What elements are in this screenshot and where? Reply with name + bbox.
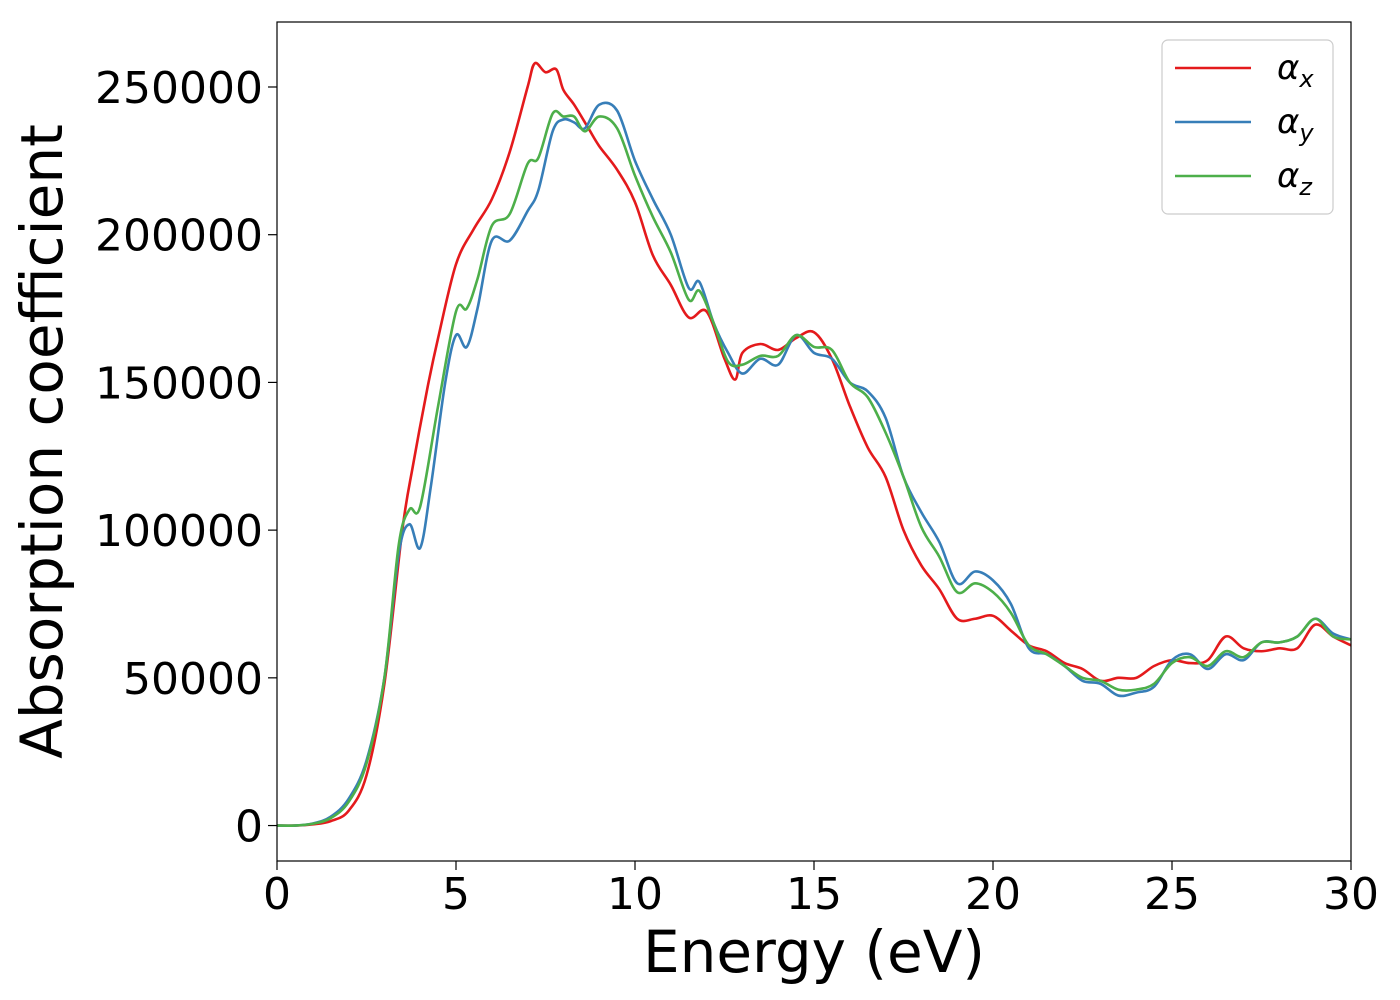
x-tick-label: 10: [607, 869, 663, 920]
y-axis-ticks: 0 50000 100000 150000 200000 250000: [95, 63, 277, 853]
legend-box: [1161, 39, 1334, 215]
y-tick-label: 200000: [95, 211, 263, 262]
x-tick-label: 5: [442, 869, 470, 920]
x-axis-ticks: 0 5 10 15 20 25 30: [263, 861, 1379, 920]
y-axis-label: Absorption coefficient: [8, 124, 76, 759]
x-axis-label: Energy (eV): [643, 918, 985, 986]
series-layer: [277, 61, 1351, 827]
y-tick-label: 150000: [95, 358, 263, 409]
x-tick-label: 25: [1144, 869, 1200, 920]
y-tick-label: 50000: [123, 654, 263, 705]
x-tick-label: 30: [1323, 869, 1379, 920]
y-tick-label: 250000: [95, 63, 263, 114]
series-line-z: [277, 109, 1351, 827]
y-tick-label: 100000: [95, 506, 263, 557]
x-tick-label: 20: [965, 869, 1021, 920]
x-tick-label: 0: [263, 869, 291, 920]
y-tick-label: 0: [235, 802, 263, 853]
x-tick-label: 15: [786, 869, 842, 920]
series-line-y: [277, 101, 1351, 827]
series-line-x: [277, 61, 1351, 827]
